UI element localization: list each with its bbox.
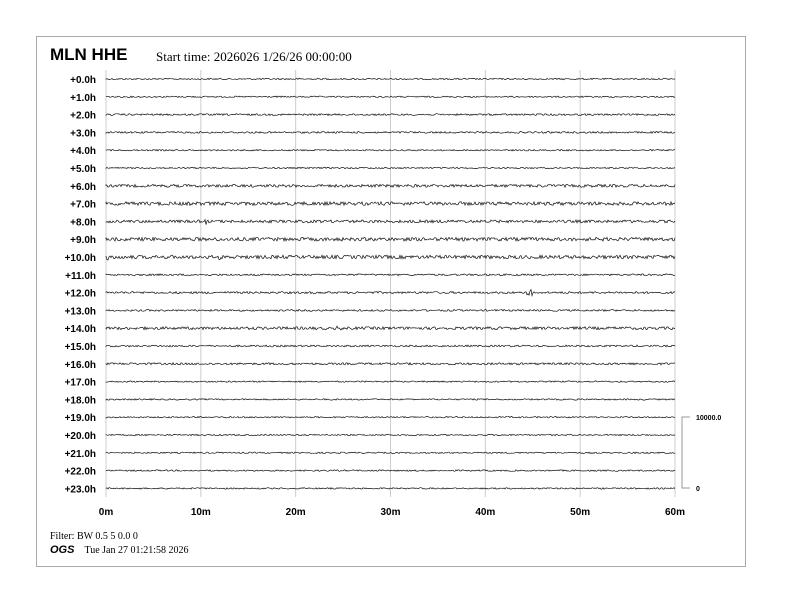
scale-bottom-label: 0 [696, 486, 700, 493]
row-label: +22.0h [65, 467, 96, 478]
row-label: +7.0h [70, 200, 96, 211]
x-tick-label: 30m [380, 507, 400, 518]
row-label: +2.0h [70, 111, 96, 122]
trace-row [105, 218, 676, 225]
x-tick-label: 50m [570, 507, 590, 518]
footer-info: OGS Tue Jan 27 01:21:58 2026 [50, 544, 189, 556]
trace-row [105, 308, 676, 312]
trace-row [105, 200, 676, 207]
row-label: +8.0h [70, 217, 96, 228]
row-label: +1.0h [70, 93, 96, 104]
row-label: +19.0h [65, 413, 96, 424]
timestamp: Tue Jan 27 01:21:58 2026 [84, 545, 189, 556]
trace-row [105, 148, 675, 152]
filter-label: Filter: BW 0.5 5 0.0 0 [50, 531, 138, 542]
trace-row [105, 113, 676, 117]
trace-row [105, 254, 676, 261]
row-label: +9.0h [70, 235, 96, 246]
trace-row [105, 95, 676, 99]
trace-row [105, 380, 676, 383]
x-tick-label: 20m [286, 507, 306, 518]
trace-row [105, 288, 676, 297]
station-title: MLN HHE [50, 45, 128, 64]
row-label: +6.0h [70, 182, 96, 193]
x-tick-label: 60m [665, 507, 685, 518]
row-label: +5.0h [70, 164, 96, 175]
start-time: Start time: 2026026 1/26/26 00:00:00 [156, 49, 352, 64]
row-label: +16.0h [65, 360, 96, 371]
trace-row [105, 451, 676, 455]
x-tick-label: 0m [99, 507, 114, 518]
trace-row [105, 398, 676, 401]
row-label: +18.0h [65, 395, 96, 406]
trace-row [105, 273, 676, 277]
trace-row [105, 487, 676, 490]
row-label: +11.0h [65, 271, 96, 282]
trace-row [105, 183, 676, 189]
row-label: +14.0h [65, 324, 96, 335]
trace-row [105, 415, 676, 419]
trace-row [105, 77, 676, 81]
plot-frame [36, 36, 746, 567]
x-tick-label: 40m [475, 507, 495, 518]
row-label: +15.0h [65, 342, 96, 353]
row-label: +17.0h [65, 378, 96, 389]
trace-row [105, 344, 676, 348]
scale-bar [681, 416, 690, 489]
trace-row [105, 130, 676, 134]
row-label: +23.0h [65, 484, 96, 495]
trace-row [105, 469, 676, 472]
trace-row [105, 325, 676, 331]
trace-row [105, 433, 676, 437]
x-tick-label: 10m [191, 507, 211, 518]
scale-top-label: 10000.0 [696, 415, 721, 422]
row-label: +21.0h [65, 449, 96, 460]
row-label: +0.0h [70, 75, 96, 86]
row-label: +20.0h [65, 431, 96, 442]
trace-row [105, 236, 676, 243]
org-logo: OGS [50, 544, 75, 556]
row-label: +12.0h [65, 289, 96, 300]
trace-row [105, 361, 676, 366]
row-label: +4.0h [70, 146, 96, 157]
row-label: +3.0h [70, 128, 96, 139]
row-label: +13.0h [65, 306, 96, 317]
row-label: +10.0h [65, 253, 96, 264]
trace-row [105, 166, 676, 170]
